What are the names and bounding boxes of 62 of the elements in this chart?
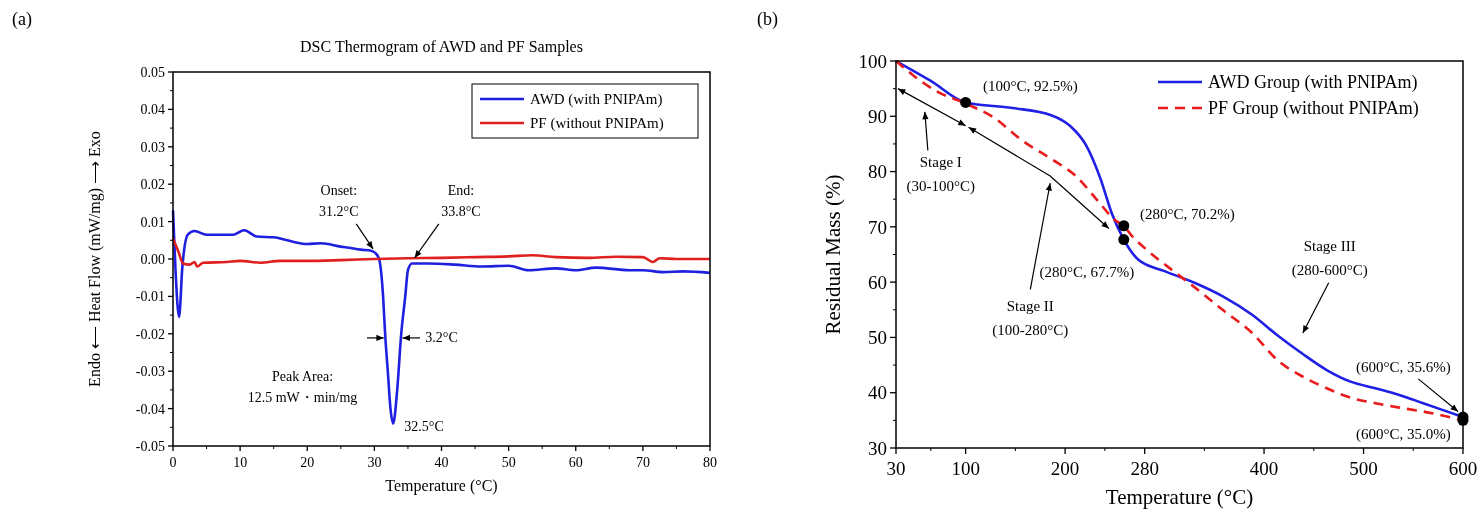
annotation: Stage II (100-280°C) (992, 298, 1069, 340)
y-tick-label: 0.05 (140, 64, 165, 80)
point (1118, 234, 1130, 246)
annotation: 3.2°C (425, 329, 458, 345)
y-tick-label: 60 (868, 271, 887, 293)
x-tick-label: 280 (1130, 458, 1159, 479)
annotation: Peak Area: 12.5 mW・min/mg (247, 368, 358, 405)
y-axis-title: Endo ⟵ Heat Flow (mW/mg) ⟶ Exo (86, 131, 104, 387)
annotation: End: 33.8°C (441, 182, 481, 219)
point (1118, 220, 1130, 232)
y-tick-label: 0.02 (140, 177, 165, 193)
x-axis-title: Temperature (°C) (385, 477, 498, 495)
x-tick-label: 30 (367, 455, 382, 470)
y-tick-label: -0.04 (135, 401, 165, 417)
y-tick-label: -0.01 (135, 289, 165, 305)
x-tick-label: 100 (951, 458, 980, 479)
y-tick-label: 0.01 (140, 214, 165, 230)
x-tick-label: 50 (501, 455, 516, 470)
x-tick-label: 80 (703, 455, 717, 470)
text: (b) (757, 9, 778, 30)
y-tick-label: 40 (868, 382, 887, 404)
y-tick-label: 90 (868, 105, 887, 127)
x-tick-label: 10 (233, 455, 248, 470)
annotation: (600°C, 35.0%) (1355, 425, 1451, 443)
chart-title: DSC Thermogram of AWD and PF Samples (300, 38, 583, 56)
x-tick-label: 200 (1050, 458, 1080, 479)
x-tick-label: 500 (1349, 458, 1378, 479)
annotation: Stage I (30-100°C) (906, 154, 976, 196)
y-axis-title: Residual Mass (%) (821, 174, 845, 335)
y-tick-label: -0.03 (135, 364, 165, 380)
annotation: Onset: 31.2°C (319, 182, 359, 219)
y-tick-label: 80 (868, 161, 887, 183)
x-tick-label: 600 (1448, 458, 1478, 479)
legend-label: AWD Group (with PNIPAm) (1208, 72, 1418, 94)
y-tick-label: 0.03 (140, 139, 165, 155)
annotation: (600°C, 35.6%) (1355, 359, 1451, 377)
text: (a) (12, 9, 32, 30)
x-axis-title: Temperature (°C) (1105, 485, 1254, 509)
x-tick-label: 0 (169, 455, 177, 470)
annotation: 32.5°C (404, 418, 444, 434)
y-tick-label: 70 (868, 216, 887, 238)
legend-label: AWD (with PNIPAm) (530, 91, 663, 109)
y-tick-label: -0.05 (135, 438, 165, 454)
y-tick-label: 100 (858, 50, 887, 72)
annotation: (100°C, 92.5%) (982, 78, 1078, 96)
x-tick-label: 20 (300, 455, 315, 470)
y-tick-label: 0.04 (140, 102, 165, 118)
y-tick-label: 0.00 (140, 251, 165, 267)
y-tick-label: 50 (868, 327, 887, 349)
y-tick-label: -0.02 (135, 326, 165, 342)
x-tick-label: 40 (434, 455, 449, 470)
x-tick-label: 30 (886, 458, 906, 479)
legend-label: PF (without PNIPAm) (530, 115, 664, 133)
x-tick-label: 60 (568, 455, 583, 470)
x-tick-label: 400 (1249, 458, 1279, 479)
annotation: Stage III (280-600°C) (1291, 237, 1368, 279)
legend-label: PF Group (without PNIPAm) (1208, 98, 1419, 120)
annotation: (280°C, 70.2%) (1140, 205, 1235, 223)
x-tick-label: 70 (635, 455, 650, 470)
annotation: (280°C, 67.7%) (1039, 263, 1135, 281)
line-series (171, 237, 712, 268)
point (960, 96, 972, 108)
